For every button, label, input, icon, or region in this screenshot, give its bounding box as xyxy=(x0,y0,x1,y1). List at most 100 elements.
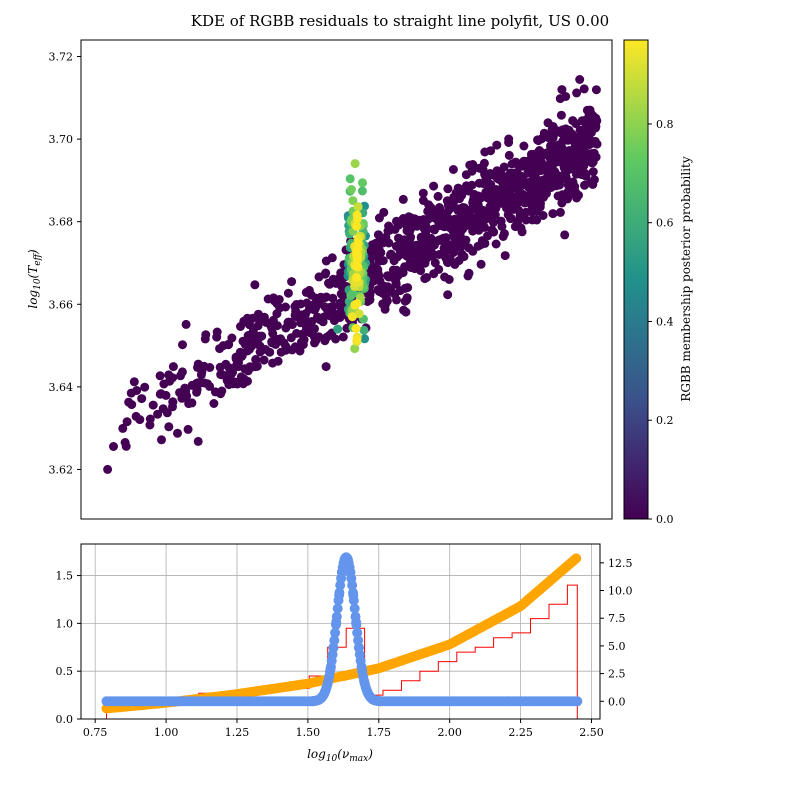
kde-point xyxy=(348,595,359,606)
colorbar xyxy=(623,39,649,520)
scatter-point xyxy=(373,230,383,240)
scatter-point xyxy=(327,307,337,317)
kde-point xyxy=(331,611,342,622)
scatter-point xyxy=(236,322,245,331)
scatter-point xyxy=(390,289,400,299)
scatter-point xyxy=(380,304,390,314)
scatter-point xyxy=(443,184,453,194)
scatter-point xyxy=(504,138,514,147)
scatter-point xyxy=(510,222,520,232)
scatter-point xyxy=(582,148,592,158)
scatter-point xyxy=(463,271,473,281)
scatter-point xyxy=(162,408,172,418)
scatter-point xyxy=(273,356,283,366)
kde-point xyxy=(352,627,363,638)
scatter-point xyxy=(157,435,166,445)
scatter-point xyxy=(456,212,466,222)
scatter-point xyxy=(281,302,290,312)
scatter-point xyxy=(555,94,565,104)
y-right-tick-label: 5.0 xyxy=(608,640,626,653)
scatter-point xyxy=(129,377,139,387)
scatter-point xyxy=(320,336,330,346)
polyfit-point xyxy=(571,553,582,564)
scatter-point xyxy=(480,147,490,157)
scatter-point xyxy=(337,280,347,290)
scatter-point xyxy=(296,318,306,328)
scatter-point xyxy=(480,208,490,218)
scatter-point xyxy=(250,280,260,290)
scatter-point xyxy=(231,354,241,364)
scatter-point xyxy=(268,329,278,338)
scatter-point xyxy=(490,210,500,220)
scatter-point xyxy=(533,135,542,145)
scatter-point xyxy=(352,262,362,272)
colorbar-tick-label: 0.6 xyxy=(656,217,674,230)
scatter-point xyxy=(555,207,565,217)
scatter-point xyxy=(566,147,576,157)
scatter-point xyxy=(541,179,551,189)
scatter-point xyxy=(400,247,410,257)
scatter-point xyxy=(498,175,508,185)
scatter-point xyxy=(443,290,453,300)
scatter-point xyxy=(255,331,265,341)
scatter-point xyxy=(545,153,555,163)
scatter-point xyxy=(486,204,496,213)
scatter-point xyxy=(468,160,478,169)
scatter-point xyxy=(346,185,356,194)
scatter-point xyxy=(519,141,529,151)
y-right-tick-label: 2.5 xyxy=(608,668,626,681)
scatter-point xyxy=(433,191,443,201)
scatter-point xyxy=(328,274,338,284)
scatter-point xyxy=(199,361,209,371)
y-tick-label: 3.66 xyxy=(49,298,74,311)
scatter-point xyxy=(350,344,360,354)
x-tick-label: 2.25 xyxy=(508,726,533,739)
scatter-point xyxy=(441,247,451,256)
scatter-point xyxy=(382,293,392,303)
scatter-point xyxy=(321,256,331,266)
scatter-point xyxy=(419,243,429,253)
scatter-point xyxy=(202,379,212,389)
kde-point xyxy=(333,595,344,606)
scatter-point xyxy=(579,84,589,94)
scatter-point xyxy=(192,385,202,395)
scatter-point xyxy=(196,370,206,380)
scatter-point xyxy=(561,130,571,140)
scatter-point xyxy=(491,239,501,249)
scatter-point xyxy=(483,231,492,241)
scatter-point xyxy=(240,364,250,374)
scatter-point xyxy=(304,304,314,314)
scatter-point xyxy=(226,370,236,380)
scatter-point xyxy=(287,277,297,287)
scatter-point xyxy=(183,424,193,434)
scatter-point xyxy=(145,414,155,424)
scatter-point xyxy=(455,232,465,242)
kde-point xyxy=(572,696,583,707)
scatter-point xyxy=(458,203,468,212)
scatter-point xyxy=(394,270,404,280)
colorbar-label: RGBB membership posterior probability xyxy=(679,156,693,402)
scatter-point xyxy=(244,341,253,351)
scatter-point xyxy=(536,164,546,174)
scatter-point xyxy=(383,226,393,236)
scatter-point xyxy=(357,186,367,196)
scatter-point xyxy=(392,252,402,262)
scatter-point xyxy=(504,150,514,160)
scatter-point xyxy=(506,214,516,224)
scatter-point xyxy=(586,109,596,118)
scatter-point xyxy=(168,373,178,383)
y-left-tick-label: 0.5 xyxy=(56,665,74,678)
scatter-point xyxy=(588,167,598,177)
scatter-point xyxy=(153,409,163,419)
scatter-point xyxy=(507,159,517,169)
scatter-point xyxy=(409,218,419,228)
chart-title: KDE of RGBB residuals to straight line p… xyxy=(191,12,609,30)
scatter-point xyxy=(311,293,321,303)
scatter-point xyxy=(352,210,362,220)
scatter-point xyxy=(379,207,389,217)
scatter-point xyxy=(573,140,583,150)
scatter-point xyxy=(455,194,464,204)
scatter-point xyxy=(559,163,569,173)
scatter-point xyxy=(406,263,416,272)
